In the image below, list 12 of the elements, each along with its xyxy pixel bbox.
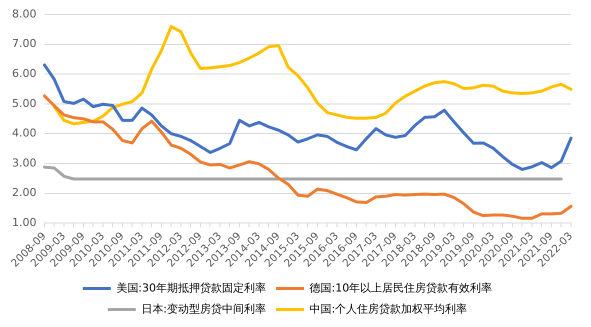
y-tick-label: 6.00 (12, 67, 36, 80)
y-tick-label: 4.00 (12, 126, 36, 140)
y-tick-label: 8.00 (12, 7, 36, 20)
legend-label: 德国:10年以上居民住房贷款有效利率 (310, 281, 492, 294)
y-tick-label: 3.00 (12, 156, 36, 170)
y-tick-label: 2.00 (12, 186, 36, 200)
y-tick-label: 1.00 (12, 216, 36, 229)
legend-label: 日本:变动型房贷中间利率 (141, 302, 266, 316)
legend-label: 美国:30年期抵押贷款固定利率 (116, 281, 266, 294)
y-tick-label: 7.00 (12, 37, 36, 50)
legend-label: 中国:个人住房贷款加权平均利率 (310, 302, 468, 316)
y-tick-label: 5.00 (12, 96, 36, 110)
